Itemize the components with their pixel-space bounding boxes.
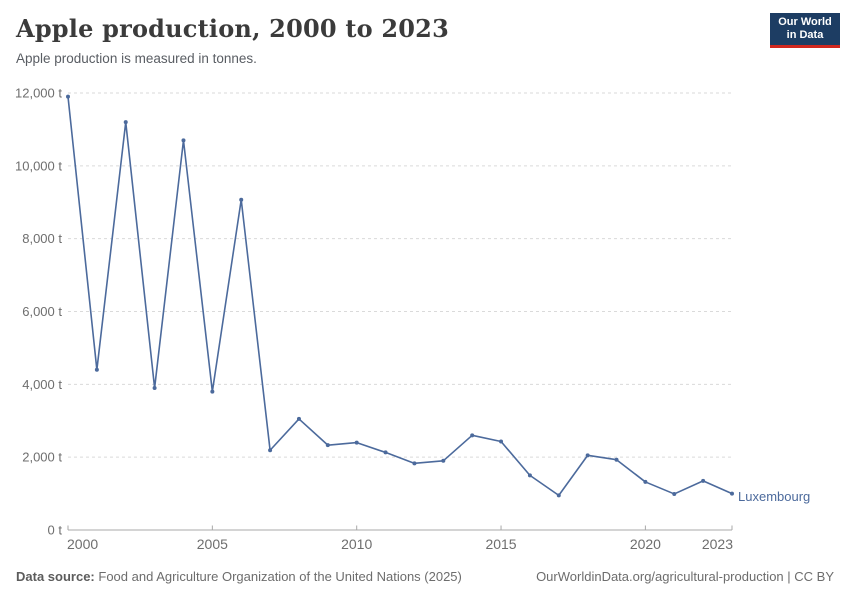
data-point[interactable] bbox=[354, 440, 359, 445]
data-point[interactable] bbox=[672, 491, 677, 496]
y-axis-label: 12,000 t bbox=[15, 86, 62, 101]
x-axis-label: 2023 bbox=[702, 536, 733, 552]
data-point[interactable] bbox=[614, 457, 619, 462]
x-axis-label: 2020 bbox=[630, 536, 661, 552]
x-axis-label: 2000 bbox=[67, 536, 98, 552]
data-point[interactable] bbox=[643, 479, 648, 484]
chart-subtitle: Apple production is measured in tonnes. bbox=[16, 51, 257, 66]
data-point[interactable] bbox=[325, 443, 330, 448]
data-point[interactable] bbox=[268, 448, 273, 453]
data-point[interactable] bbox=[210, 389, 215, 394]
data-point[interactable] bbox=[94, 367, 99, 372]
data-point[interactable] bbox=[239, 197, 244, 202]
series-label-luxembourg: Luxembourg bbox=[738, 489, 811, 504]
data-point[interactable] bbox=[499, 439, 504, 444]
x-axis-label: 2010 bbox=[341, 536, 372, 552]
y-axis-label: 8,000 t bbox=[22, 231, 62, 246]
data-point[interactable] bbox=[66, 94, 70, 99]
data-source-label: Data source: bbox=[16, 569, 95, 584]
owid-logo-line1: Our World bbox=[778, 15, 832, 28]
data-point[interactable] bbox=[441, 458, 446, 463]
y-axis-label: 2,000 t bbox=[22, 450, 62, 465]
data-point[interactable] bbox=[701, 478, 706, 483]
y-axis-label: 6,000 t bbox=[22, 304, 62, 319]
data-source: Data source: Food and Agriculture Organi… bbox=[16, 569, 462, 584]
owid-logo-line2: in Data bbox=[786, 29, 824, 41]
x-axis-label: 2015 bbox=[485, 536, 516, 552]
data-point[interactable] bbox=[296, 416, 301, 421]
data-point[interactable] bbox=[383, 450, 388, 455]
data-point[interactable] bbox=[181, 138, 186, 143]
data-source-text: Food and Agriculture Organization of the… bbox=[98, 569, 462, 584]
x-axis-label: 2005 bbox=[197, 536, 228, 552]
y-axis-label: 0 t bbox=[48, 523, 63, 538]
y-axis-label: 4,000 t bbox=[22, 377, 62, 392]
chart-title: Apple production, 2000 to 2023 bbox=[16, 14, 449, 43]
data-point[interactable] bbox=[556, 493, 561, 498]
data-point[interactable] bbox=[123, 120, 128, 125]
footer-link[interactable]: OurWorldinData.org/agricultural-producti… bbox=[536, 569, 834, 584]
y-axis-label: 10,000 t bbox=[15, 158, 62, 173]
data-point[interactable] bbox=[527, 473, 532, 478]
data-point[interactable] bbox=[412, 461, 417, 466]
data-line[interactable] bbox=[67, 95, 733, 497]
owid-logo[interactable]: Our World in Data bbox=[770, 13, 840, 48]
data-point[interactable] bbox=[470, 433, 475, 438]
data-point[interactable] bbox=[730, 491, 734, 496]
data-point[interactable] bbox=[152, 385, 157, 390]
data-point[interactable] bbox=[585, 453, 590, 458]
